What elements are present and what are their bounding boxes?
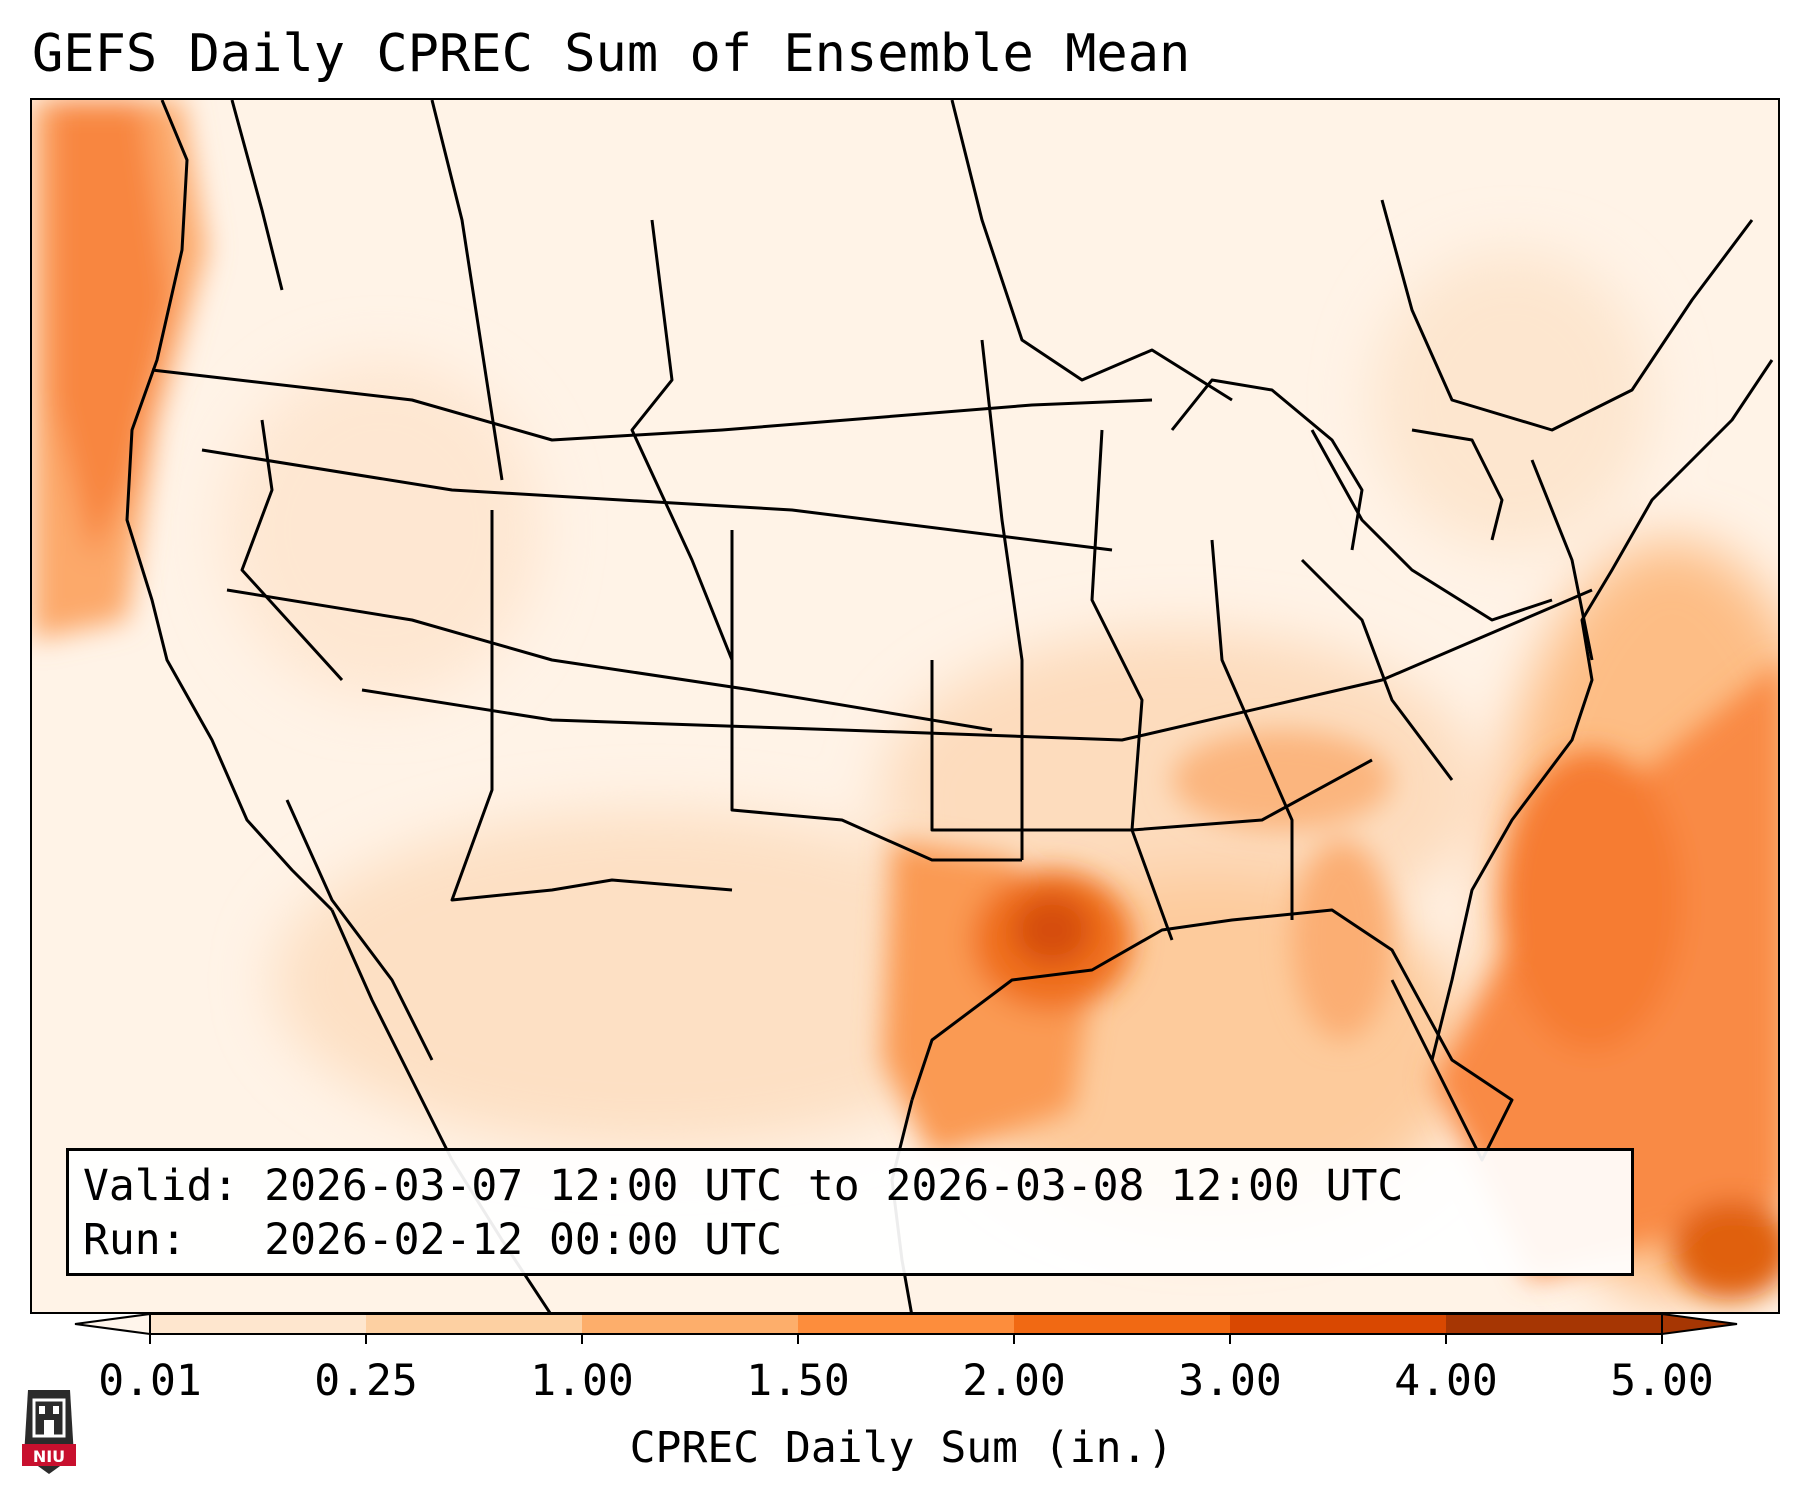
map-title: GEFS Daily CPREC Sum of Ensemble Mean [32, 24, 1191, 84]
run-time: 2026-02-12 00:00 UTC [264, 1215, 782, 1265]
map-canvas [32, 100, 1778, 1312]
valid-label: Valid: [83, 1161, 239, 1211]
colorbar-tick-label: 4.00 [1394, 1356, 1498, 1406]
colorbar-tick-label: 1.50 [746, 1356, 850, 1406]
colorbar-tick-label: 0.01 [98, 1356, 202, 1406]
valid-time-range: 2026-03-07 12:00 UTC to 2026-03-08 12:00… [264, 1161, 1404, 1211]
niu-logo-text: NIU [33, 1447, 65, 1466]
run-label: Run: [83, 1215, 187, 1265]
colorbar-segment [150, 1314, 367, 1334]
colorbar-segment [1014, 1314, 1231, 1334]
colorbar-segment [1230, 1314, 1447, 1334]
colorbar-segment [798, 1314, 1015, 1334]
colorbar-tick-label: 1.00 [530, 1356, 634, 1406]
precipitation-map [30, 98, 1780, 1314]
valid-run-info-box: Valid: 2026-03-07 12:00 UTC to 2026-03-0… [66, 1148, 1634, 1276]
colorbar-tick-label: 2.00 [962, 1356, 1066, 1406]
niu-logo: NIU [22, 1390, 76, 1474]
precip-light-field [222, 250, 1778, 1300]
colorbar-tick-label: 3.00 [1178, 1356, 1282, 1406]
colorbar-segment [1446, 1314, 1663, 1334]
colorbar-segment [366, 1314, 583, 1334]
colorbar-extend-low [74, 1312, 151, 1336]
colorbar-tick-label: 0.25 [314, 1356, 418, 1406]
colorbar-tick-label: 5.00 [1610, 1356, 1714, 1406]
precip-heavy-field [32, 100, 1778, 1300]
colorbar-segment [582, 1314, 799, 1334]
colorbar-label: CPREC Daily Sum (in.) [629, 1423, 1174, 1473]
colorbar [74, 1312, 1738, 1344]
colorbar-extend-high [1661, 1312, 1738, 1336]
colorbar-outline [149, 1313, 1663, 1335]
